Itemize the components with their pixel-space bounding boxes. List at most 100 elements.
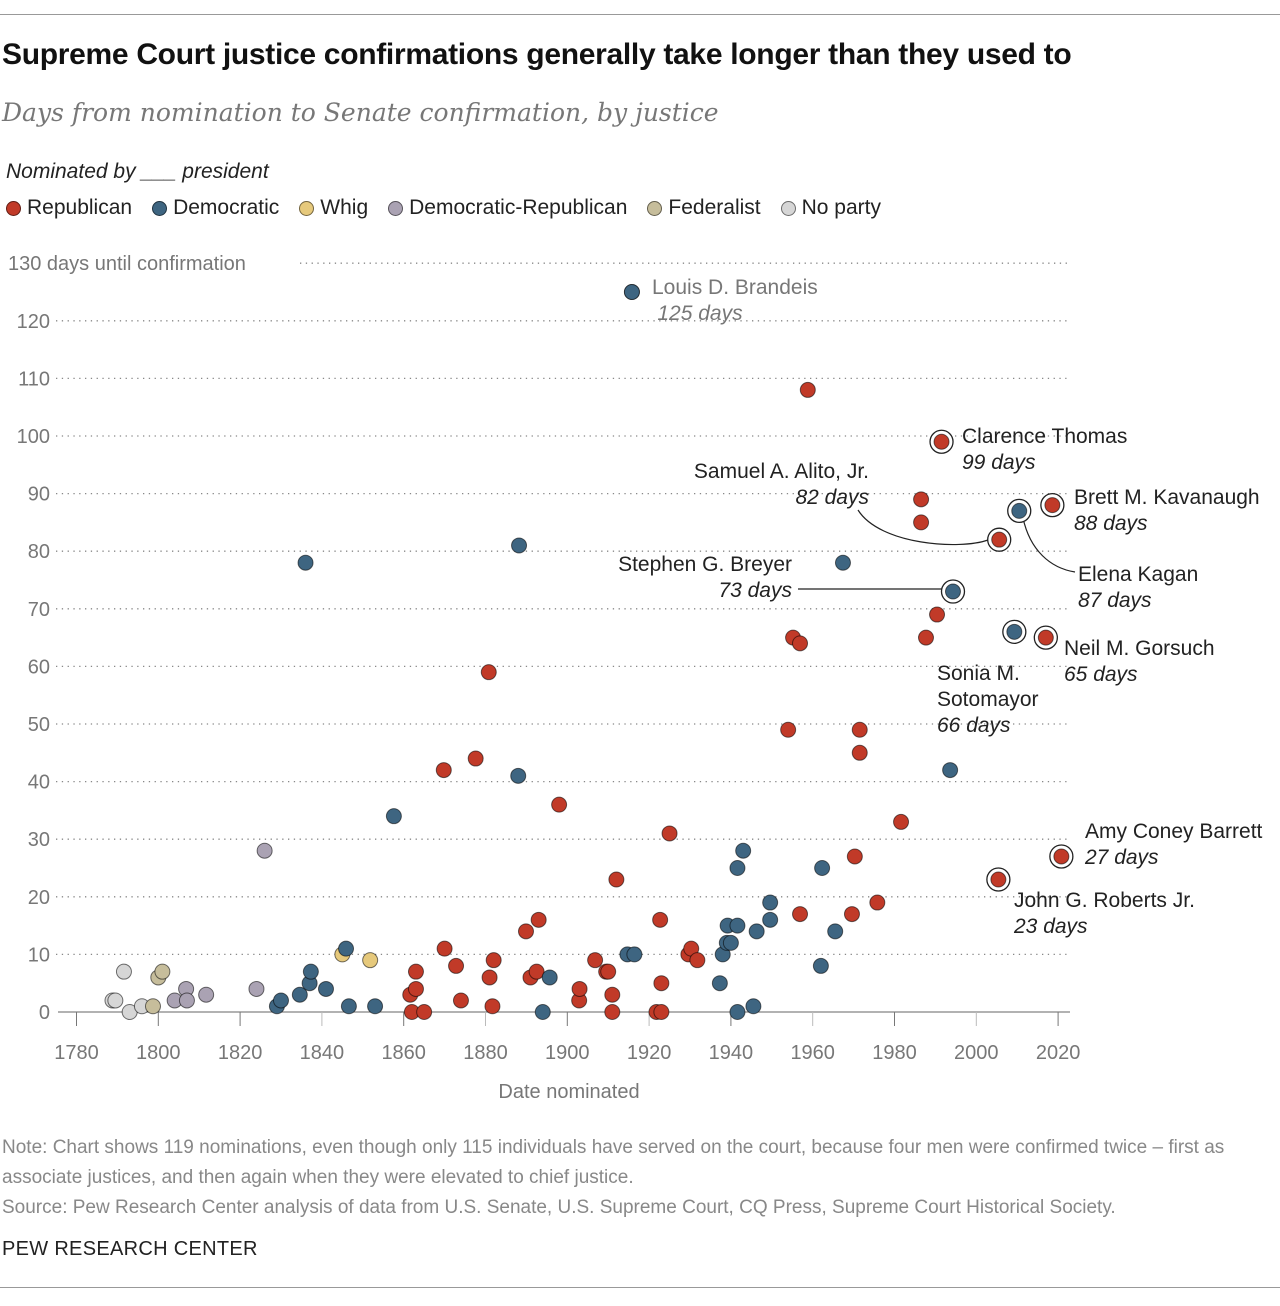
label-roberts-name: John G. Roberts Jr. <box>1014 889 1195 912</box>
data-point <box>913 491 930 508</box>
data-point <box>735 842 752 859</box>
legend-swatch <box>388 200 404 216</box>
x-tick-label: 1940 <box>709 1042 754 1064</box>
label-breyer-days: 73 days <box>718 579 792 602</box>
y-tick-label: 130 days until confirmation <box>8 253 246 275</box>
label-breyer-name: Stephen G. Breyer <box>618 553 792 576</box>
label-gorsuch-name: Neil M. Gorsuch <box>1064 637 1215 660</box>
data-point <box>484 998 501 1015</box>
data-point <box>799 381 816 398</box>
x-tick-label: 1920 <box>627 1042 672 1064</box>
leader-lines <box>798 509 1076 590</box>
data-point <box>600 963 617 980</box>
data-point <box>467 750 484 767</box>
data-point <box>528 963 545 980</box>
data-point <box>551 796 568 813</box>
legend-item-federalist: Federalist <box>647 196 761 220</box>
annotations: Louis D. Brandeis 125 days Clarence Thom… <box>618 276 1262 938</box>
data-point <box>407 980 424 997</box>
data-point <box>745 998 762 1015</box>
data-point <box>340 998 357 1015</box>
data-point <box>587 952 604 969</box>
data-point <box>869 894 886 911</box>
data-point <box>485 952 502 969</box>
data-point <box>297 554 314 571</box>
data-point <box>362 952 379 969</box>
legend-label: No party <box>801 196 881 219</box>
data-point <box>913 514 930 531</box>
y-tick-label: 40 <box>28 772 50 794</box>
data-point <box>626 946 643 963</box>
data-point <box>729 917 746 934</box>
data-point <box>711 975 728 992</box>
data-point <box>435 762 452 779</box>
data-point <box>812 957 829 974</box>
y-tick-label: 90 <box>28 484 50 506</box>
data-point <box>792 906 809 923</box>
y-tick-label: 70 <box>28 599 50 621</box>
data-point <box>256 842 273 859</box>
legend-item-republican: Republican <box>6 196 132 220</box>
data-point <box>653 1004 670 1020</box>
data-point <box>814 860 831 876</box>
bottom-rule <box>0 1287 1280 1288</box>
y-tick-label: 120 <box>17 311 50 333</box>
chart-title: Supreme Court justice confirmations gene… <box>2 38 1072 71</box>
x-tick-label: 1780 <box>54 1042 99 1064</box>
label-thomas-days: 99 days <box>962 451 1036 474</box>
data-point <box>517 923 534 940</box>
data-point <box>917 629 934 646</box>
data-point <box>144 998 161 1015</box>
data-point <box>846 848 863 865</box>
data-point <box>511 537 528 554</box>
data-point <box>851 721 868 738</box>
label-roberts-days: 23 days <box>1013 915 1088 938</box>
gridlines <box>56 262 1070 1013</box>
label-kagan-name: Elena Kagan <box>1078 563 1198 586</box>
brand-footer: PEW RESEARCH CENTER <box>2 1238 258 1260</box>
highlighted-point <box>990 871 1007 888</box>
data-point <box>154 963 171 980</box>
y-tick-label: 20 <box>28 887 50 909</box>
data-point <box>571 980 588 997</box>
y-axis: 0 10 20 30 40 50 60 70 80 90 100 110 120 130 days unt… <box>8 253 246 1024</box>
label-kavanaugh-name: Brett M. Kavanaugh <box>1074 486 1260 509</box>
y-tick-label: 60 <box>28 656 50 678</box>
legend: Republican Democratic Whig Democratic-Re… <box>6 196 901 220</box>
data-point <box>530 911 547 928</box>
legend-item-no-party: No party <box>780 196 881 220</box>
legend-item-whig: Whig <box>299 196 368 220</box>
x-tick-label: 2020 <box>1036 1042 1081 1064</box>
highlighted-point <box>933 433 950 450</box>
data-points <box>104 284 1074 1020</box>
data-point <box>480 664 497 681</box>
data-point <box>929 606 946 623</box>
data-point <box>748 923 765 940</box>
x-tick-label: 1980 <box>872 1042 917 1064</box>
x-tick-label: 1820 <box>218 1042 263 1064</box>
y-tick-label: 50 <box>28 714 50 736</box>
label-alito-days: 82 days <box>795 486 869 509</box>
x-tick-label: 1880 <box>463 1042 508 1064</box>
legend-swatch <box>780 200 796 216</box>
highlighted-point <box>991 531 1008 548</box>
legend-label: Democratic-Republican <box>409 196 628 219</box>
label-kavanaugh-days: 88 days <box>1074 512 1148 535</box>
data-point <box>367 998 384 1015</box>
top-rule <box>0 14 1280 15</box>
data-point <box>448 957 465 974</box>
data-point <box>452 992 469 1009</box>
data-point <box>436 940 453 957</box>
data-point <box>481 969 498 986</box>
data-point <box>534 1004 551 1020</box>
data-point <box>510 767 527 784</box>
data-point <box>416 1004 433 1020</box>
highlighted-point <box>623 284 640 300</box>
data-point <box>729 860 746 876</box>
chart-subtitle: Days from nomination to Senate confirmat… <box>2 98 719 127</box>
legend-swatch <box>299 200 315 216</box>
data-point <box>834 554 851 571</box>
data-point <box>762 894 779 911</box>
data-point <box>198 986 215 1003</box>
legend-label: Federalist <box>668 196 761 219</box>
